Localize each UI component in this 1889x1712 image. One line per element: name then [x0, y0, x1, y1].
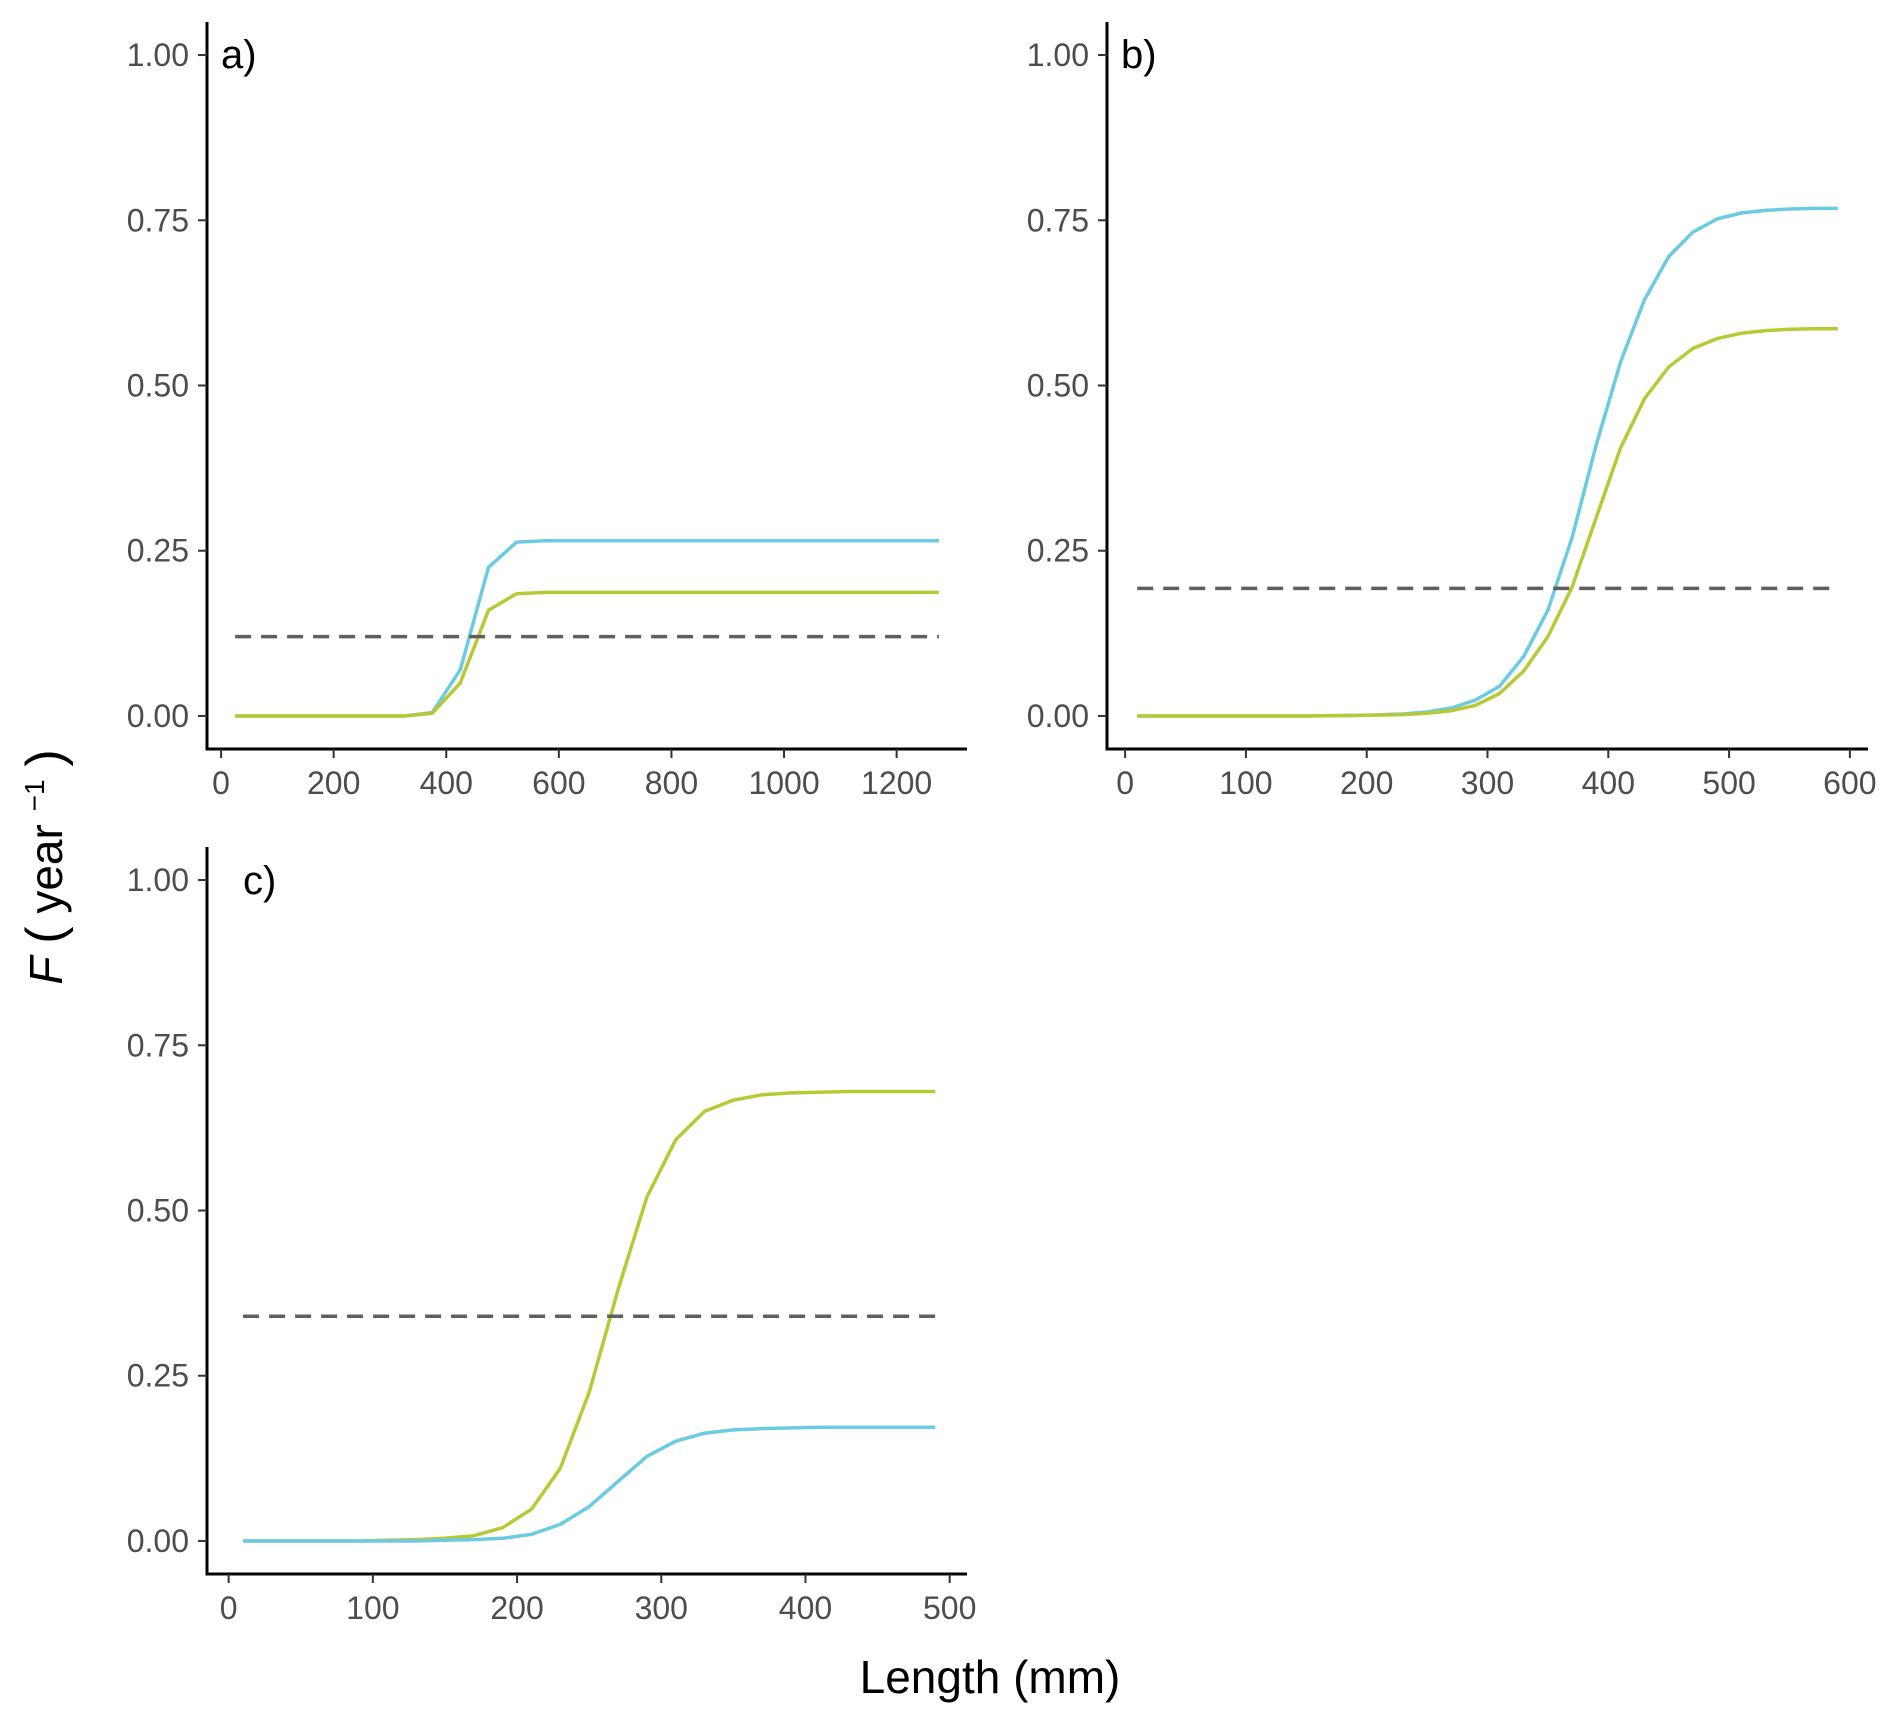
y-axis-open-paren: ( [16, 926, 74, 944]
y-tick-label: 0.75 [127, 202, 189, 238]
y-tick-label: 0.00 [127, 698, 189, 734]
x-tick-label: 200 [490, 1590, 543, 1626]
panel-label: c) [243, 859, 276, 903]
y-axis-title: F ( year −1 ) [2, 749, 74, 984]
x-tick-label: 0 [212, 765, 230, 801]
panel-b: 0.00 0.25 0.50 0.75 1.00 0 100 200 300 400 500 600 b… [1027, 22, 1877, 801]
y-tick-label: 0.75 [127, 1027, 189, 1063]
x-tick-label: 100 [1219, 765, 1272, 801]
y-tick-label: 0.00 [1027, 698, 1089, 734]
x-axis-title: Length (mm) [860, 1651, 1121, 1703]
x-tick-label: 200 [1340, 765, 1393, 801]
y-tick-label: 0.50 [127, 368, 189, 404]
y-tick-label: 1.00 [127, 862, 189, 898]
x-tick-label: 400 [779, 1590, 832, 1626]
y-tick-label: 0.50 [1027, 368, 1089, 404]
series-line-0 [1137, 206, 1838, 718]
x-tick-label: 100 [346, 1590, 399, 1626]
y-axis-superscript: −1 [19, 779, 50, 811]
x-tick-label: 500 [923, 1590, 976, 1626]
y-tick-label: 0.00 [127, 1523, 189, 1559]
x-tick-label: 600 [532, 765, 585, 801]
x-tick-label: 400 [420, 765, 473, 801]
x-tick-label: 0 [220, 1590, 238, 1626]
y-tick-label: 0.25 [127, 533, 189, 569]
x-tick-label: 200 [307, 765, 360, 801]
y-tick-label: 0.25 [127, 1358, 189, 1394]
panel-a: 0.00 0.25 0.50 0.75 1.00 0 200 400 600 800 1000 120… [127, 22, 967, 801]
x-tick-label: 0 [1116, 765, 1134, 801]
panel-c: 0.00 0.25 0.50 0.75 1.00 0 100 200 300 400 500 c) [127, 847, 976, 1626]
x-tick-label: 600 [1823, 765, 1876, 801]
x-tick-label: 1000 [748, 765, 819, 801]
x-tick-label: 800 [645, 765, 698, 801]
y-axis-symbol: F [20, 954, 72, 985]
y-tick-label: 0.50 [127, 1193, 189, 1229]
y-tick-label: 1.00 [1027, 37, 1089, 73]
panel-label: a) [221, 33, 257, 77]
y-tick-label: 0.75 [1027, 202, 1089, 238]
y-tick-label: 0.25 [1027, 533, 1089, 569]
series-line-1 [235, 590, 939, 718]
x-tick-label: 500 [1702, 765, 1755, 801]
x-tick-label: 300 [1461, 765, 1514, 801]
series-line-1 [1137, 326, 1838, 718]
y-tick-label: 1.00 [127, 37, 189, 73]
series-line-0 [235, 539, 939, 718]
y-axis-unit: year [20, 824, 72, 913]
x-tick-label: 1200 [861, 765, 932, 801]
y-axis-close-paren: ) [16, 749, 74, 766]
x-tick-label: 400 [1582, 765, 1635, 801]
series-line-1 [243, 1425, 936, 1543]
x-tick-label: 300 [635, 1590, 688, 1626]
panel-label: b) [1121, 33, 1157, 77]
